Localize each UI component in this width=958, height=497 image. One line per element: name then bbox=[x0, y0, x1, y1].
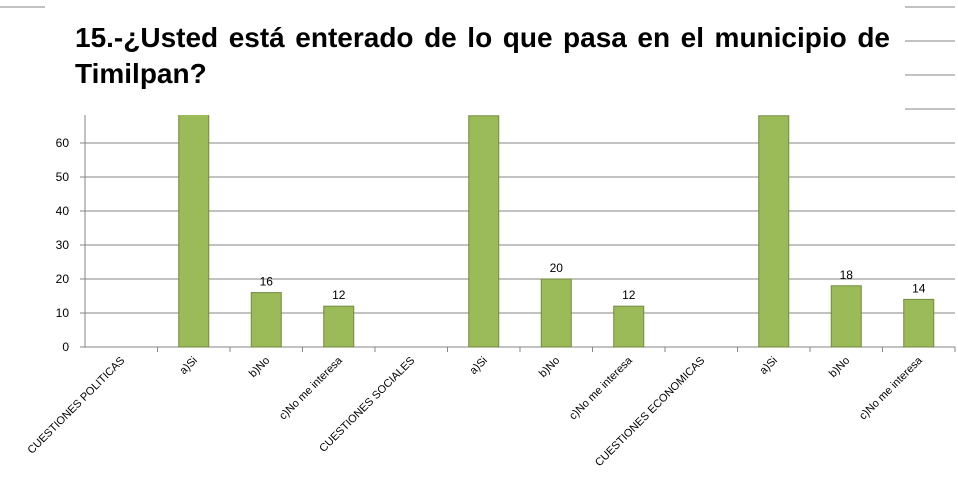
x-tick-label: a)Si bbox=[758, 355, 780, 377]
chart-title: 15.-¿Usted está enterado de lo que pasa … bbox=[45, 0, 905, 115]
y-tick-label: 30 bbox=[56, 238, 70, 252]
y-tick-label: 40 bbox=[56, 204, 70, 218]
bar bbox=[613, 305, 645, 348]
y-tick-label: 20 bbox=[56, 272, 70, 286]
bar bbox=[830, 285, 862, 348]
x-tick-label: a)Si bbox=[178, 355, 200, 377]
y-tick-label: 50 bbox=[56, 170, 70, 184]
x-tick-label: c)No me interesa bbox=[857, 354, 925, 422]
x-tick-label: c)No me interesa bbox=[567, 354, 635, 422]
y-tick-label: 0 bbox=[62, 340, 69, 354]
y-tick-label: 10 bbox=[56, 306, 70, 320]
bar bbox=[903, 298, 935, 348]
data-label: 12 bbox=[622, 288, 636, 302]
bar bbox=[250, 292, 282, 348]
x-tick-label: b)No bbox=[537, 355, 562, 380]
bar bbox=[758, 115, 790, 348]
data-label: 16 bbox=[260, 275, 274, 289]
x-tick-label: b)No bbox=[247, 355, 272, 380]
x-tick-label: a)Si bbox=[468, 355, 490, 377]
bar bbox=[468, 115, 500, 348]
data-label: 20 bbox=[550, 261, 564, 275]
x-tick-label: CUESTIONES POLITICAS bbox=[26, 355, 128, 457]
y-tick-label: 60 bbox=[56, 136, 70, 150]
data-label: 14 bbox=[912, 281, 926, 295]
data-label: 18 bbox=[840, 268, 854, 282]
bar bbox=[540, 278, 572, 348]
bar bbox=[178, 101, 210, 348]
data-label: 12 bbox=[332, 288, 346, 302]
x-tick-label: c)No me interesa bbox=[277, 354, 345, 422]
bar bbox=[323, 305, 355, 348]
x-tick-label: b)No bbox=[827, 355, 852, 380]
